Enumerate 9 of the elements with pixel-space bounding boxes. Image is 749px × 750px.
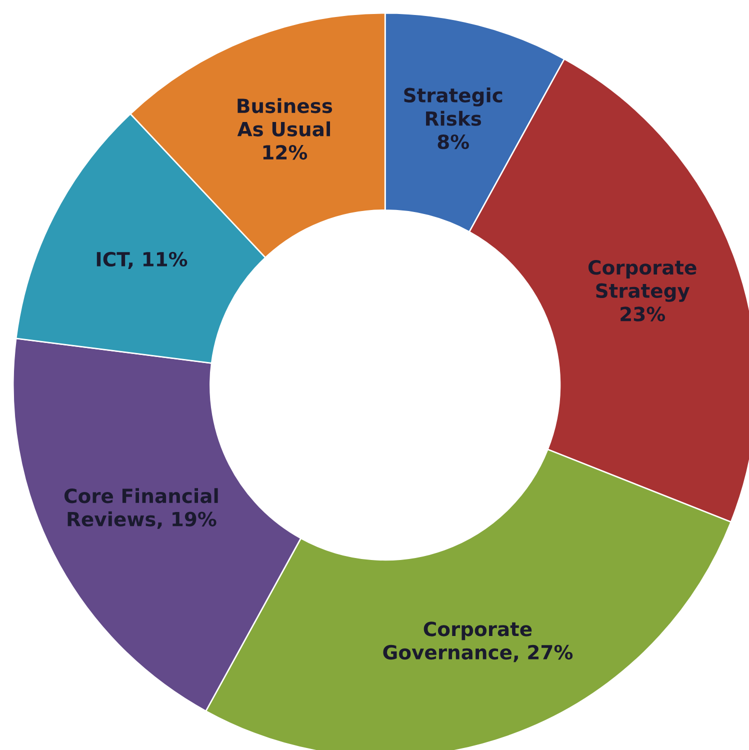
slice-label: Business As Usual: [237, 98, 332, 136]
slice-label: Core Financial Reviews, 19%: [64, 488, 218, 529]
slice-label: Strategic Risks: [404, 87, 502, 126]
data-label: 8%: [438, 134, 469, 150]
slice-label: Corporate Strategy: [588, 260, 696, 302]
data-label: 23%: [620, 306, 666, 322]
slice-label: Corporate Governance, 27%: [383, 622, 573, 662]
slice-label: ICT, 11%: [96, 252, 188, 270]
data-label: 12%: [263, 144, 308, 160]
